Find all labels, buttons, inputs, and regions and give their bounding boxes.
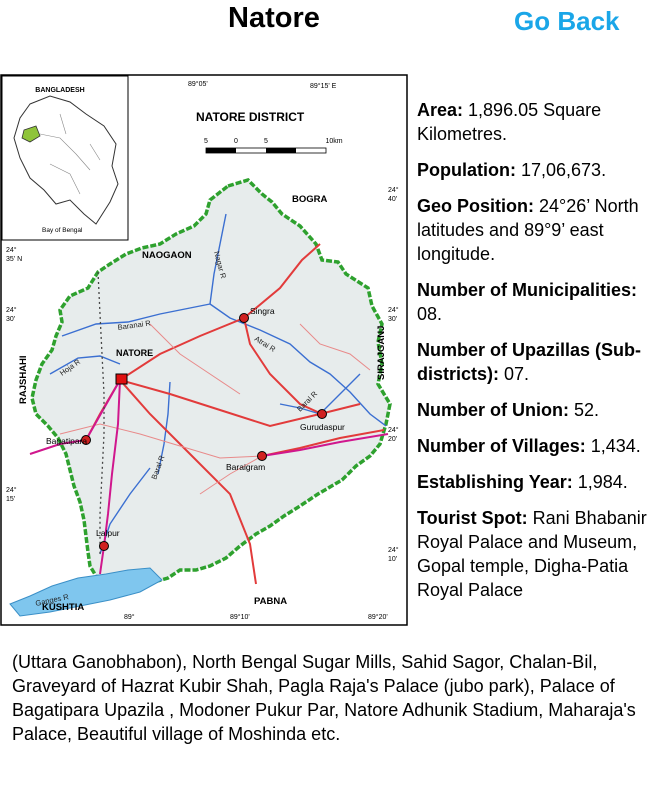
tourist-spot-continued: (Uttara Ganobhabon), North Bengal Sugar …	[12, 652, 636, 744]
svg-text:NAOGAON: NAOGAON	[142, 250, 192, 261]
neighbor-labels: BOGRA NAOGAON PABNA KUSHTIA RAJSHAHI SIR…	[18, 194, 387, 613]
svg-text:24°: 24°	[6, 486, 17, 494]
svg-text:89°15' E: 89°15' E	[310, 82, 337, 90]
lalpur-marker	[99, 541, 109, 551]
svg-text:24°: 24°	[388, 426, 399, 434]
establishing-year-info: Establishing Year: 1,984.	[417, 472, 628, 492]
go-back-link[interactable]: Go Back	[514, 6, 620, 36]
scale-bar: 5 0 5 10km	[204, 138, 343, 154]
natore-inset-highlight	[21, 125, 41, 143]
svg-text:30': 30'	[6, 316, 15, 323]
svg-text:5: 5	[264, 138, 268, 145]
svg-text:24°: 24°	[6, 246, 17, 254]
svg-text:KUSHTIA: KUSHTIA	[42, 602, 84, 613]
gurudaspur-marker	[317, 409, 327, 419]
svg-text:Baraigram: Baraigram	[226, 462, 265, 472]
svg-text:35' N: 35' N	[6, 256, 22, 263]
svg-text:PABNA: PABNA	[254, 596, 287, 607]
svg-text:89°05': 89°05'	[188, 80, 208, 88]
svg-text:BOGRA: BOGRA	[292, 194, 328, 205]
bangladesh-outline	[13, 95, 119, 225]
page-title: Natore	[228, 2, 320, 34]
villages-info: Number of Villages: 1,434.	[417, 436, 641, 456]
railway	[97, 271, 105, 554]
svg-text:20': 20'	[388, 436, 397, 443]
natore-town-marker	[115, 373, 128, 385]
district-info: Area: 1,896.05 Square Kilometres. Popula…	[417, 98, 663, 602]
ganges-river	[9, 567, 163, 617]
coordinate-labels: 89°05' 89°15' E 89° 89°10' 89°20' 24° 40…	[6, 80, 399, 621]
upazillas-info: Number of Upazillas (Sub-districts): 07.	[417, 340, 642, 384]
svg-text:5: 5	[204, 138, 208, 145]
area-info: Area: 1,896.05 Square Kilometres.	[417, 100, 602, 144]
svg-text:24°: 24°	[388, 186, 399, 194]
population-info: Population: 17,06,673.	[417, 160, 607, 180]
inset-bay-label: Bay of Bengal	[42, 227, 83, 234]
union-info: Number of Union: 52.	[417, 400, 600, 420]
svg-text:89°10': 89°10'	[230, 613, 250, 621]
district-area	[30, 178, 392, 590]
natore-district-map: BANGLADESH Bay of Bengal NATORE DISTRICT…	[0, 74, 408, 626]
svg-text:15': 15'	[6, 496, 15, 503]
svg-text:24°: 24°	[6, 306, 17, 314]
svg-text:10km: 10km	[325, 138, 342, 145]
svg-text:NATORE: NATORE	[116, 348, 153, 358]
svg-text:0: 0	[234, 138, 238, 145]
geo-position-info: Geo Position: 24°26’ North latitudes and…	[417, 196, 639, 264]
svg-text:RAJSHAHI: RAJSHAHI	[18, 355, 29, 404]
municipalities-info: Number of Municipalities: 08.	[417, 280, 638, 324]
place-labels: NATORE Singra Gurudaspur Bagatipara Bara…	[46, 306, 345, 538]
tourist-spot-info: Tourist Spot: Rani Bhabanir Royal Palace…	[417, 508, 647, 600]
svg-text:89°: 89°	[124, 613, 135, 621]
svg-text:10': 10'	[388, 556, 397, 563]
svg-text:89°20': 89°20'	[368, 613, 388, 621]
svg-text:Singra: Singra	[250, 306, 275, 316]
inset-country-label: BANGLADESH	[35, 87, 84, 94]
svg-text:Bagatipara: Bagatipara	[46, 436, 87, 446]
singra-marker	[239, 313, 249, 323]
bagatipara-marker	[81, 435, 91, 445]
svg-text:Lalpur: Lalpur	[96, 528, 120, 538]
svg-text:SIRAJGANJ: SIRAJGANJ	[376, 326, 387, 380]
baraigram-marker	[257, 451, 267, 461]
svg-text:24°: 24°	[388, 306, 399, 314]
svg-text:30': 30'	[388, 316, 397, 323]
svg-text:24°: 24°	[388, 546, 399, 554]
svg-text:40': 40'	[388, 196, 397, 203]
district-title: NATORE DISTRICT	[196, 110, 305, 124]
svg-text:Gurudaspur: Gurudaspur	[300, 422, 345, 432]
